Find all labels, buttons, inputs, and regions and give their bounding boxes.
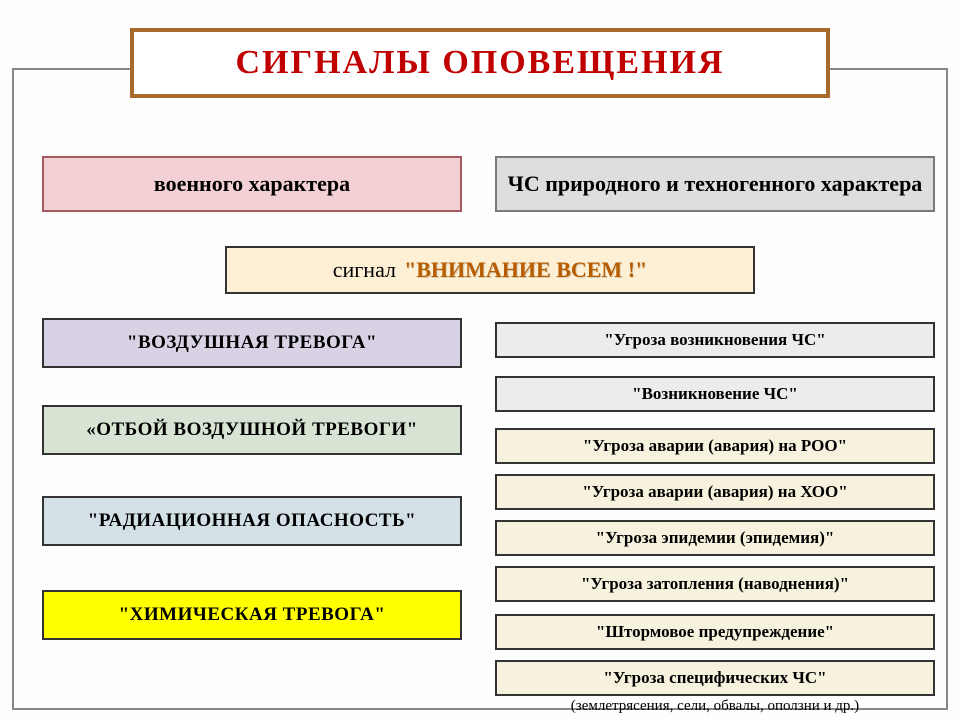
title-box: СИГНАЛЫ ОПОВЕЩЕНИЯ bbox=[130, 28, 830, 98]
right-signal-label: "Угроза эпидемии (эпидемия)" bbox=[596, 528, 835, 548]
right-signal: "Угроза эпидемии (эпидемия)" bbox=[495, 520, 935, 556]
left-signal-label: "РАДИАЦИОННАЯ ОПАСНОСТЬ" bbox=[88, 510, 416, 532]
right-signal-label: "Угроза аварии (авария) на ХОО" bbox=[582, 482, 847, 502]
right-signal-label: "Угроза возникновения ЧС" bbox=[604, 330, 825, 350]
right-signal: "Угроза аварии (авария) на ХОО" bbox=[495, 474, 935, 510]
category-military: военного характера bbox=[42, 156, 462, 212]
right-signal-label: "Угроза специфических ЧС" bbox=[603, 668, 826, 688]
footnote-text: (землетрясения, сели, обвалы, оползни и … bbox=[571, 698, 859, 714]
signal-attention-text: "ВНИМАНИЕ ВСЕМ !" bbox=[404, 257, 647, 283]
right-signal-label: "Угроза затопления (наводнения)" bbox=[581, 574, 849, 594]
right-signal: "Угроза затопления (наводнения)" bbox=[495, 566, 935, 602]
left-signal: "ВОЗДУШНАЯ ТРЕВОГА" bbox=[42, 318, 462, 368]
title-text: СИГНАЛЫ ОПОВЕЩЕНИЯ bbox=[235, 44, 724, 82]
right-signal-label: "Штормовое предупреждение" bbox=[596, 622, 834, 642]
right-signal-label: "Возникновение ЧС" bbox=[632, 384, 798, 404]
right-signal: "Угроза специфических ЧС" bbox=[495, 660, 935, 696]
left-signal-label: «ОТБОЙ ВОЗДУШНОЙ ТРЕВОГИ" bbox=[86, 419, 418, 441]
footnote: (землетрясения, сели, обвалы, оползни и … bbox=[495, 698, 935, 715]
right-signal: "Штормовое предупреждение" bbox=[495, 614, 935, 650]
left-signal-label: "ВОЗДУШНАЯ ТРЕВОГА" bbox=[127, 332, 377, 354]
category-emergency: ЧС природного и техногенного характера bbox=[495, 156, 935, 212]
left-signal: «ОТБОЙ ВОЗДУШНОЙ ТРЕВОГИ" bbox=[42, 405, 462, 455]
signal-prefix: сигнал bbox=[333, 257, 396, 283]
signal-attention-all: сигнал "ВНИМАНИЕ ВСЕМ !" bbox=[225, 246, 755, 294]
right-signal: "Угроза аварии (авария) на РОО" bbox=[495, 428, 935, 464]
category-military-label: военного характера bbox=[154, 171, 350, 197]
right-signal-label: "Угроза аварии (авария) на РОО" bbox=[583, 436, 847, 456]
category-emergency-label: ЧС природного и техногенного характера bbox=[508, 171, 923, 197]
right-signal: "Возникновение ЧС" bbox=[495, 376, 935, 412]
left-signal: "ХИМИЧЕСКАЯ ТРЕВОГА" bbox=[42, 590, 462, 640]
left-signal: "РАДИАЦИОННАЯ ОПАСНОСТЬ" bbox=[42, 496, 462, 546]
right-signal: "Угроза возникновения ЧС" bbox=[495, 322, 935, 358]
left-signal-label: "ХИМИЧЕСКАЯ ТРЕВОГА" bbox=[119, 604, 386, 626]
